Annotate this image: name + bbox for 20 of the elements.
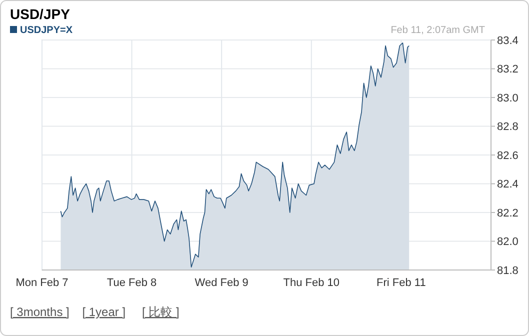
x-tick-label: Fri Feb 11 [376, 277, 426, 289]
x-tick-label: Tue Feb 8 [106, 277, 157, 289]
y-tick-label: 82.8 [497, 121, 518, 134]
y-tick-label: 82.6 [497, 150, 518, 162]
y-tick-label: 83.2 [497, 64, 518, 76]
y-tick-label: 81.8 [497, 264, 518, 277]
x-tick-label: Thu Feb 10 [283, 277, 340, 289]
y-tick-label: 83.4 [497, 34, 518, 47]
text: Feb 11, 2:07am GMT [390, 25, 485, 36]
x-tick-label: Mon Feb 7 [16, 277, 68, 289]
text: [ 3months ] [10, 305, 70, 319]
x-tick-label: Wed Feb 9 [194, 277, 248, 289]
text: [ 比較 ] [142, 305, 180, 319]
text: [ 1year ] [82, 305, 126, 319]
y-tick-label: 82.2 [497, 207, 518, 220]
y-tick-label: 83.0 [497, 92, 518, 104]
legend-label: USDJPY=X [20, 25, 73, 36]
y-tick-label: 82.4 [497, 178, 518, 191]
y-tick-label: 82.0 [497, 236, 518, 248]
chart-title: USD/JPY [10, 6, 71, 22]
